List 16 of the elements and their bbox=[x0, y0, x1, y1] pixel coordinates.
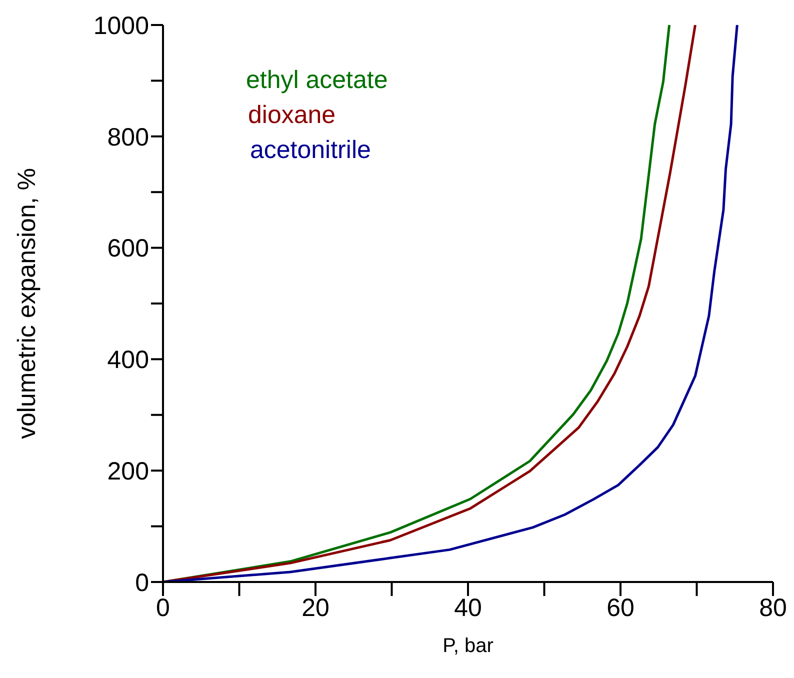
x-tick-label: 40 bbox=[454, 594, 482, 622]
x-tick-label: 20 bbox=[302, 594, 330, 622]
x-tick-label: 0 bbox=[156, 594, 170, 622]
y-tick-label: 400 bbox=[107, 346, 149, 374]
x-tick-label: 60 bbox=[606, 594, 634, 622]
y-axis-title: volumetric expansion, % bbox=[12, 168, 41, 439]
y-tick-label: 600 bbox=[107, 234, 149, 263]
x-tick-label: 80 bbox=[759, 594, 787, 622]
y-tick-label: 800 bbox=[107, 123, 149, 152]
y-tick-label: 1000 bbox=[93, 12, 149, 40]
text: acetonitrile bbox=[250, 135, 372, 166]
y-tick-label: 0 bbox=[135, 568, 149, 597]
text: ethyl acetate bbox=[246, 65, 388, 96]
y-tick-label: 200 bbox=[107, 457, 149, 486]
text: dioxane bbox=[248, 100, 337, 131]
x-axis-title: P, bar bbox=[442, 635, 494, 657]
